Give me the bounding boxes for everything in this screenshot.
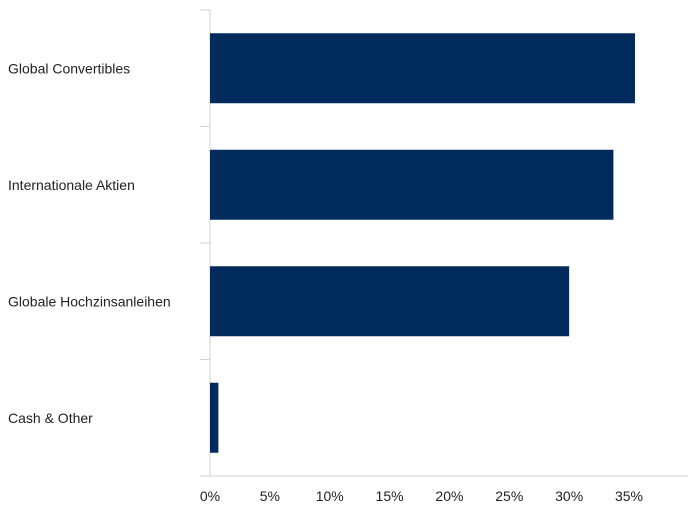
- category-label: Internationale Aktien: [8, 177, 135, 193]
- x-tick-label: 0%: [200, 488, 220, 504]
- bars: [210, 33, 635, 453]
- x-tick-label: 5%: [260, 488, 280, 504]
- x-tick-label: 10%: [316, 488, 344, 504]
- category-label: Globale Hochzinsanleihen: [8, 293, 171, 309]
- bar-internationale-aktien: [210, 149, 614, 220]
- bar-cash-other: [210, 382, 219, 453]
- bar-global-convertibles: [210, 33, 635, 104]
- x-tick-label: 25%: [495, 488, 523, 504]
- bar-globale-hochzinsanleihen: [210, 266, 570, 337]
- category-label: Cash & Other: [8, 410, 93, 426]
- category-label: Global Convertibles: [8, 60, 130, 76]
- x-tick-label: 35%: [615, 488, 643, 504]
- x-tick-label: 30%: [555, 488, 583, 504]
- x-tick-label: 15%: [376, 488, 404, 504]
- labels: Global Convertibles Internationale Aktien…: [8, 60, 643, 504]
- x-tick-label: 20%: [435, 488, 463, 504]
